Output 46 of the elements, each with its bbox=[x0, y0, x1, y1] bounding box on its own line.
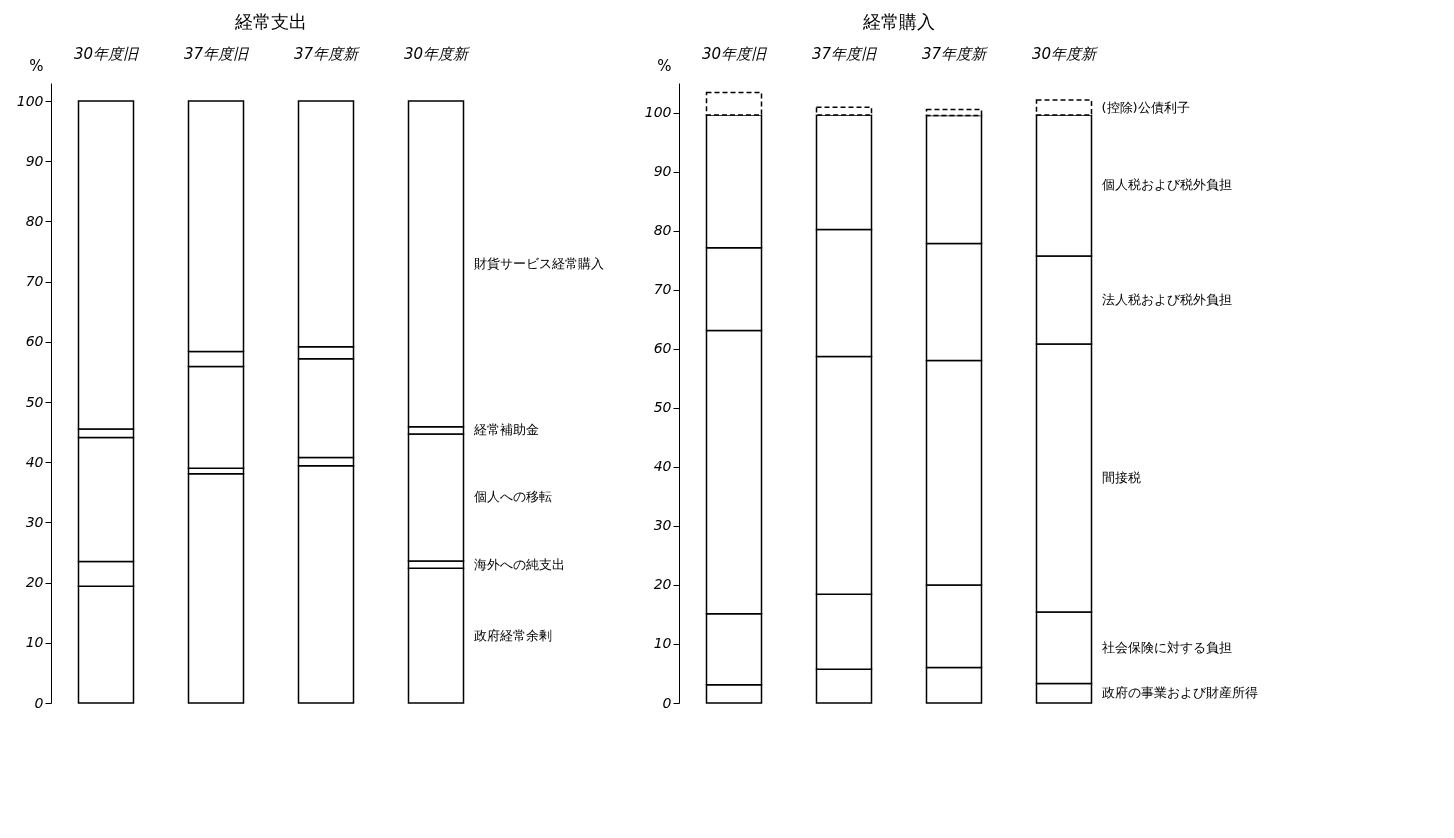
y-tick-label: 30 bbox=[653, 517, 672, 534]
x-tick-label: 37年度新 bbox=[921, 44, 989, 63]
y-axis-title: % bbox=[657, 56, 672, 75]
x-tick-label: 30年度新 bbox=[1031, 44, 1099, 63]
series-label: 個人への移転 bbox=[473, 489, 552, 505]
y-tick-label: 90 bbox=[25, 152, 44, 169]
y-tick-label: 50 bbox=[25, 393, 44, 410]
x-tick-label: 30年度旧 bbox=[73, 44, 141, 63]
series-label: (控除)公債利子 bbox=[1101, 99, 1190, 115]
y-tick-label: 80 bbox=[653, 222, 672, 239]
y-tick-label: 0 bbox=[662, 694, 672, 711]
y-tick-label: 40 bbox=[25, 453, 44, 470]
x-tick-label: 37年度新 bbox=[293, 44, 361, 63]
y-tick-label: 80 bbox=[25, 212, 44, 229]
chart-title: 経常購入 bbox=[862, 11, 935, 32]
x-tick-label: 30年度旧 bbox=[701, 44, 769, 63]
bar bbox=[187, 472, 245, 704]
series-label: 海外への純支出 bbox=[473, 556, 565, 572]
series-label: 政府の事業および財産所得 bbox=[1101, 685, 1258, 701]
y-tick-label: 0 bbox=[34, 694, 44, 711]
series-label: 財貨サービス経常購入 bbox=[473, 255, 604, 271]
x-tick-label: 37年度旧 bbox=[811, 44, 879, 63]
y-tick-label: 20 bbox=[653, 576, 672, 593]
y-tick-label: 100 bbox=[16, 92, 44, 109]
series-label: 政府経常余剰 bbox=[473, 627, 552, 643]
chart-title: 経常支出 bbox=[234, 11, 307, 32]
y-tick-label: 60 bbox=[25, 333, 44, 350]
x-tick-label: 37年度旧 bbox=[183, 44, 251, 63]
y-tick-label: 70 bbox=[653, 281, 672, 298]
y-tick-label: 60 bbox=[653, 340, 672, 357]
y-tick-label: 40 bbox=[653, 458, 672, 475]
y-tick-label: 10 bbox=[25, 634, 44, 651]
y-tick-label: 30 bbox=[25, 513, 44, 530]
y-tick-label: 20 bbox=[25, 574, 44, 591]
series-label: 経常補助金 bbox=[472, 422, 539, 438]
series-label: 個人税および税外負担 bbox=[1101, 177, 1232, 193]
x-tick-label: 30年度新 bbox=[403, 44, 471, 63]
y-tick-label: 50 bbox=[653, 399, 672, 416]
series-label: 法人税および税外負担 bbox=[1101, 292, 1232, 307]
series-label: 間接税 bbox=[1101, 470, 1141, 486]
y-tick-label: 70 bbox=[25, 273, 44, 290]
y-tick-label: 90 bbox=[653, 163, 672, 180]
series-label: 社会保険に対する負担 bbox=[1101, 639, 1232, 655]
y-tick-label: 10 bbox=[653, 635, 672, 652]
y-tick-label: 100 bbox=[644, 104, 672, 121]
y-axis-title: % bbox=[29, 56, 44, 75]
